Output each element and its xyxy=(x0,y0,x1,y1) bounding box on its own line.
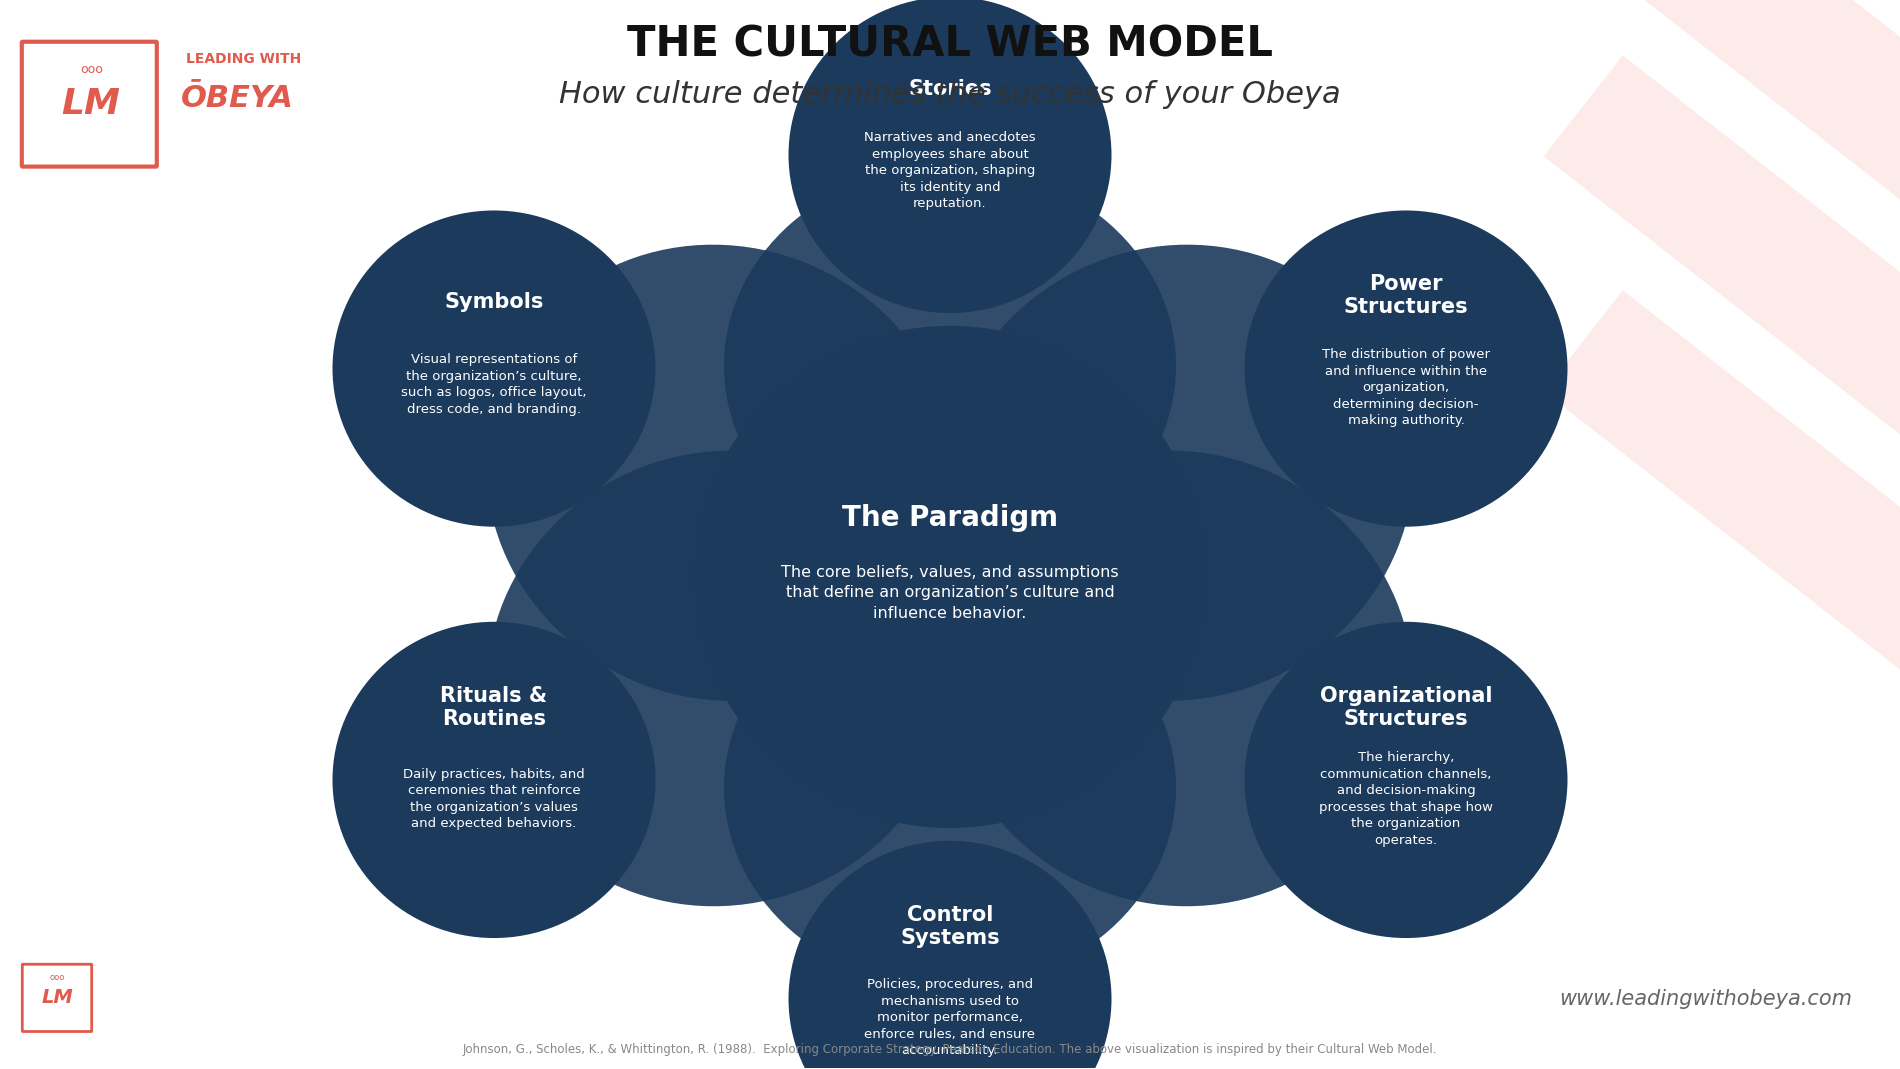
Ellipse shape xyxy=(724,588,1176,989)
Text: Control
Systems: Control Systems xyxy=(901,904,999,948)
Text: LEADING WITH: LEADING WITH xyxy=(186,51,302,66)
Text: Narratives and anecdotes
employees share about
the organization, shaping
its ide: Narratives and anecdotes employees share… xyxy=(864,131,1036,211)
Polygon shape xyxy=(1545,291,1900,1035)
Text: www.leadingwithobeya.com: www.leadingwithobeya.com xyxy=(1560,989,1852,1009)
Polygon shape xyxy=(1545,0,1900,564)
Ellipse shape xyxy=(788,0,1112,313)
Text: Stories: Stories xyxy=(908,78,992,98)
Ellipse shape xyxy=(788,841,1112,1069)
Text: THE CULTURAL WEB MODEL: THE CULTURAL WEB MODEL xyxy=(627,24,1273,66)
Ellipse shape xyxy=(1244,622,1568,938)
Text: The core beliefs, values, and assumptions
that define an organization’s culture : The core beliefs, values, and assumption… xyxy=(781,566,1119,621)
Text: LM: LM xyxy=(61,87,122,121)
Ellipse shape xyxy=(694,326,1206,828)
Ellipse shape xyxy=(724,166,1176,567)
Ellipse shape xyxy=(486,245,958,701)
Ellipse shape xyxy=(1244,211,1568,527)
Text: ŌBEYA: ŌBEYA xyxy=(180,83,293,113)
Ellipse shape xyxy=(942,245,1414,701)
Text: Visual representations of
the organization’s culture,
such as logos, office layo: Visual representations of the organizati… xyxy=(401,353,587,416)
Ellipse shape xyxy=(486,451,958,907)
Text: The Paradigm: The Paradigm xyxy=(842,505,1058,532)
Text: Power
Structures: Power Structures xyxy=(1343,275,1469,317)
Ellipse shape xyxy=(332,622,656,938)
Text: Rituals &
Routines: Rituals & Routines xyxy=(441,685,547,729)
Text: How culture determines the success of your Obeya: How culture determines the success of yo… xyxy=(559,79,1341,109)
Text: ooo: ooo xyxy=(49,973,65,982)
Ellipse shape xyxy=(332,211,656,527)
Text: Symbols: Symbols xyxy=(445,292,543,312)
Text: Johnson, G., Scholes, K., & Whittington, R. (1988).  Exploring Corporate Strateg: Johnson, G., Scholes, K., & Whittington,… xyxy=(464,1042,1436,1056)
Text: ooo: ooo xyxy=(80,63,103,76)
Polygon shape xyxy=(1545,56,1900,800)
Text: Organizational
Structures: Organizational Structures xyxy=(1320,685,1492,729)
Text: LM: LM xyxy=(42,989,72,1007)
Text: The hierarchy,
communication channels,
and decision-making
processes that shape : The hierarchy, communication channels, a… xyxy=(1319,752,1493,847)
Ellipse shape xyxy=(942,451,1414,907)
Text: The distribution of power
and influence within the
organization,
determining dec: The distribution of power and influence … xyxy=(1322,348,1490,428)
Text: Policies, procedures, and
mechanisms used to
monitor performance,
enforce rules,: Policies, procedures, and mechanisms use… xyxy=(864,978,1036,1057)
Text: Daily practices, habits, and
ceremonies that reinforce
the organization’s values: Daily practices, habits, and ceremonies … xyxy=(403,768,585,831)
